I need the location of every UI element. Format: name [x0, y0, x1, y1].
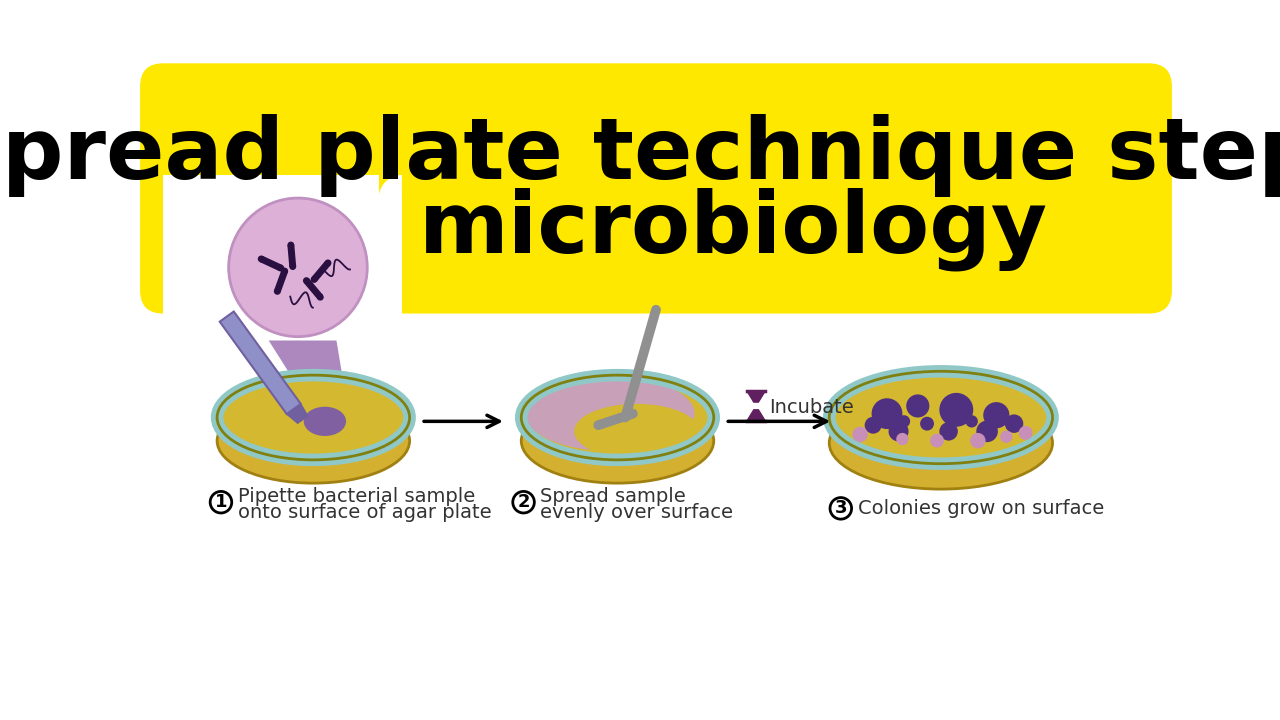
Ellipse shape	[303, 407, 346, 436]
Circle shape	[983, 402, 1010, 428]
Polygon shape	[748, 392, 764, 402]
Circle shape	[229, 198, 367, 337]
Circle shape	[1019, 426, 1033, 440]
Circle shape	[829, 498, 851, 519]
Text: 3: 3	[835, 500, 847, 518]
Text: evenly over surface: evenly over surface	[540, 503, 733, 523]
Circle shape	[872, 398, 902, 429]
Circle shape	[317, 294, 324, 301]
Circle shape	[940, 422, 957, 441]
Text: Spread plate technique steps: Spread plate technique steps	[0, 114, 1280, 197]
Circle shape	[1005, 415, 1023, 433]
Polygon shape	[379, 175, 402, 221]
Circle shape	[852, 427, 868, 442]
Ellipse shape	[521, 398, 714, 483]
Circle shape	[513, 492, 534, 513]
Text: 1: 1	[215, 493, 228, 511]
Ellipse shape	[575, 404, 699, 459]
Circle shape	[920, 417, 934, 431]
Circle shape	[965, 415, 978, 428]
Circle shape	[274, 288, 280, 294]
Ellipse shape	[525, 377, 695, 451]
Ellipse shape	[521, 375, 714, 460]
Circle shape	[1000, 431, 1012, 443]
FancyBboxPatch shape	[379, 175, 425, 221]
Text: 2: 2	[517, 493, 530, 511]
Circle shape	[278, 264, 284, 271]
Polygon shape	[311, 261, 330, 282]
Circle shape	[931, 433, 943, 448]
Ellipse shape	[218, 375, 410, 460]
Circle shape	[325, 259, 332, 266]
Bar	[164, 198, 402, 329]
Circle shape	[888, 421, 909, 441]
FancyBboxPatch shape	[140, 63, 1172, 313]
Circle shape	[896, 433, 909, 445]
Polygon shape	[303, 279, 323, 300]
Polygon shape	[220, 312, 301, 414]
Bar	[164, 175, 379, 206]
Polygon shape	[748, 410, 764, 420]
Text: Incubate: Incubate	[769, 398, 854, 417]
Circle shape	[311, 276, 317, 283]
Circle shape	[303, 277, 310, 284]
Ellipse shape	[218, 398, 410, 483]
Circle shape	[210, 492, 232, 513]
Polygon shape	[274, 270, 288, 292]
Circle shape	[257, 256, 265, 262]
Text: Colonies grow on surface: Colonies grow on surface	[858, 499, 1103, 518]
Polygon shape	[287, 404, 307, 423]
Bar	[164, 198, 402, 298]
Text: Spread sample: Spread sample	[540, 487, 686, 505]
Circle shape	[282, 268, 288, 274]
Polygon shape	[269, 341, 344, 387]
Polygon shape	[288, 245, 296, 267]
Circle shape	[865, 417, 882, 433]
Circle shape	[970, 433, 986, 449]
Circle shape	[977, 420, 998, 442]
Circle shape	[289, 263, 296, 270]
Circle shape	[288, 242, 294, 248]
Circle shape	[906, 395, 929, 418]
Text: onto surface of agar plate: onto surface of agar plate	[238, 503, 492, 523]
Ellipse shape	[829, 372, 1052, 464]
Text: microbiology: microbiology	[419, 187, 1047, 271]
Text: Pipette bacterial sample: Pipette bacterial sample	[238, 487, 475, 505]
Polygon shape	[260, 256, 282, 271]
Circle shape	[897, 415, 910, 428]
Ellipse shape	[829, 397, 1052, 489]
Circle shape	[940, 393, 973, 427]
